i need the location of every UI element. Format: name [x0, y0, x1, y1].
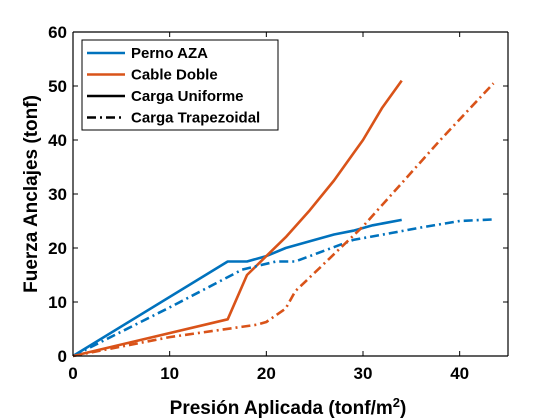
ticks-layer: 0 10 20 30 40 0 10 20 30 40 50 60 — [48, 23, 508, 383]
legend-entries: Perno AZA Cable Doble Carga Uniforme Carga … — [87, 45, 260, 127]
x-axis-title: Presión Aplicada (tonf/m2) — [170, 395, 407, 419]
series-line-4 — [72, 82, 495, 358]
y-axis-title: Fuerza Anclajes (tonf) — [21, 95, 42, 293]
series-layer — [72, 79, 495, 358]
legend-label: Carga Trapezoidal — [131, 110, 260, 127]
legend: Perno AZA Cable Doble Carga Uniforme Carga … — [81, 39, 279, 131]
series-line-2 — [72, 79, 403, 358]
x-tick-label: 20 — [257, 364, 276, 383]
series-line-3 — [72, 218, 494, 358]
legend-box — [81, 39, 279, 131]
x-axis-title-suffix: ) — [400, 398, 406, 419]
y-tick-label: 40 — [48, 131, 67, 150]
y-tick-label: 50 — [48, 77, 67, 96]
y-tick-label: 30 — [48, 185, 67, 204]
x-tick-label: 40 — [450, 364, 469, 383]
legend-label: Cable Doble — [131, 67, 218, 84]
y-tick-label: 0 — [58, 347, 67, 366]
y-tick-label: 10 — [48, 293, 67, 312]
x-tick-label: 30 — [354, 364, 373, 383]
legend-label: Perno AZA — [131, 45, 208, 62]
series-line-1 — [72, 218, 402, 358]
x-axis-title-superscript: 2 — [393, 395, 400, 410]
y-tick-label: 20 — [48, 239, 67, 258]
legend-label: Carga Uniforme — [131, 88, 244, 105]
x-tick-label: 0 — [68, 364, 77, 383]
y-tick-label: 60 — [48, 23, 67, 42]
x-tick-label: 10 — [160, 364, 179, 383]
x-axis-title-text: Presión Aplicada (tonf/m — [170, 398, 393, 419]
